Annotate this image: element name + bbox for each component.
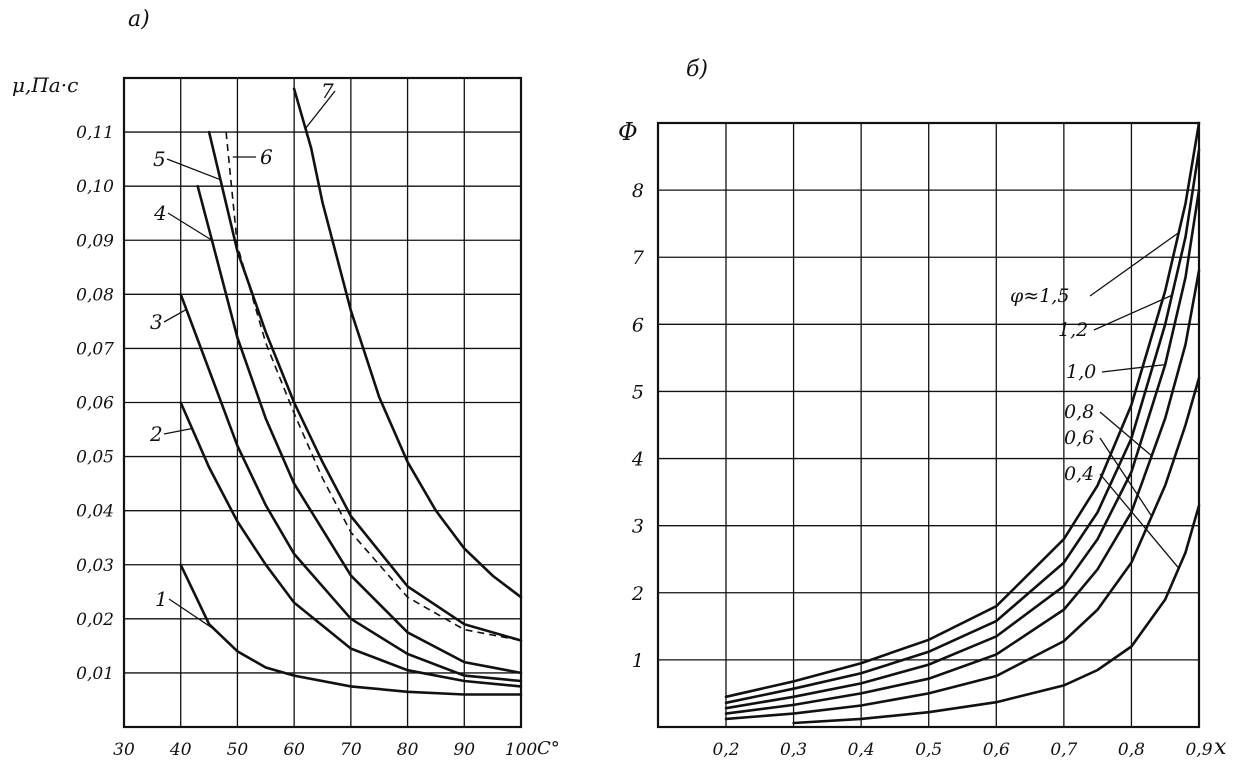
- curve-number-label: 4: [153, 201, 167, 225]
- curve-phi-0: [724, 121, 1201, 699]
- x-tick-label: 50: [227, 740, 249, 760]
- x-tick-label: 70: [340, 740, 362, 760]
- panel-label: а): [128, 7, 150, 32]
- y-tick-label: 0,11: [76, 123, 114, 143]
- curve-number-label: 6: [260, 145, 273, 169]
- curve-phi-3: [724, 269, 1201, 715]
- panel-a-viscosity-chart: 30 40 50 60 70 80 90 100 0,01 0,02 0,03 0,04 0,05 0,0…: [12, 7, 560, 760]
- phi-label: 1,2: [1058, 319, 1088, 341]
- y-tick-label: 7: [632, 247, 645, 269]
- y-tick-label: 8: [632, 180, 644, 202]
- x-tick-label: 0,8: [1118, 740, 1145, 760]
- leader-line: [167, 212, 213, 241]
- curve-phi-5: [792, 504, 1201, 725]
- leader-line: [304, 90, 336, 129]
- curve-7: [292, 87, 523, 599]
- x-tick-label: 0,9: [1185, 740, 1212, 760]
- leader-line: [166, 158, 221, 181]
- x-axis-label: C°: [537, 738, 560, 759]
- y-tick-label: 0,06: [76, 394, 114, 414]
- phi-label: 0,6: [1064, 427, 1094, 449]
- curve-3: [179, 293, 523, 683]
- y-tick-label: 0,10: [76, 177, 114, 197]
- x-tick-label: 60: [283, 740, 305, 760]
- curve-4: [196, 184, 523, 675]
- y-axis-label: Φ: [618, 118, 638, 146]
- curve-2: [179, 401, 523, 688]
- curve-number-label: 1: [155, 587, 168, 611]
- phi-label: 0,8: [1064, 401, 1094, 423]
- x-tick-label: 80: [397, 740, 419, 760]
- curve-number-label: 3: [150, 310, 163, 334]
- y-tick-label: 0,08: [76, 285, 114, 305]
- panel-label: б): [686, 57, 708, 82]
- phi-label: 0,4: [1064, 463, 1094, 485]
- y-tick-label: 0,09: [76, 231, 114, 251]
- plot-frame: [656, 121, 1201, 729]
- x-tick-label: 0,6: [983, 740, 1010, 760]
- leader-line: [163, 427, 193, 435]
- x-tick-label: 30: [113, 740, 135, 760]
- phi-label: φ≈1,5: [1010, 285, 1069, 307]
- leader-line: [1099, 473, 1180, 569]
- x-tick-label: 90: [453, 740, 475, 760]
- x-tick-label: 100: [505, 740, 538, 760]
- leader-line: [168, 598, 216, 631]
- leader-line: [1099, 437, 1153, 517]
- x-tick-label: 0,4: [848, 740, 875, 760]
- curve-phi-1: [724, 148, 1201, 705]
- y-tick-label: 2: [631, 583, 644, 605]
- y-tick-label: 1: [632, 650, 644, 672]
- leader-line: [1093, 294, 1173, 331]
- curve-1: [179, 563, 523, 696]
- plot-frame: [122, 76, 523, 729]
- curve-number-label: 2: [149, 422, 163, 446]
- curve-phi-2: [724, 188, 1201, 710]
- y-tick-label: 5: [632, 381, 644, 403]
- curve-number-label: 7: [321, 79, 334, 103]
- y-tick-label: 0,02: [76, 610, 114, 630]
- y-tick-label: 0,03: [76, 556, 114, 576]
- y-tick-label: 6: [632, 314, 644, 336]
- y-tick-label: 3: [632, 516, 644, 538]
- leader-line: [1089, 232, 1180, 297]
- x-tick-label: 0,3: [780, 740, 807, 760]
- x-tick-label: 0,7: [1050, 740, 1077, 760]
- y-tick-label: 0,04: [76, 502, 114, 522]
- x-tick-label: 0,2: [712, 740, 739, 760]
- x-axis-label: x: [1214, 735, 1227, 760]
- curve-number-label: 5: [153, 147, 166, 171]
- panel-b-phi-chart: 0,2 0,3 0,4 0,5 0,6 0,7 0,8 0,9 1 2 3 4 5 6 7 8 б) Φx φ≈1,…: [618, 57, 1227, 760]
- phi-label: 1,0: [1066, 361, 1096, 383]
- leader-line: [1099, 411, 1153, 457]
- leader-line: [163, 308, 187, 323]
- curve-phi-4: [724, 376, 1201, 721]
- leader-line: [1101, 363, 1166, 373]
- y-tick-label: 4: [631, 449, 644, 471]
- y-axis-label: μ,Πa·c: [12, 73, 78, 97]
- x-tick-label: 0,5: [915, 740, 942, 760]
- curve-6: [225, 132, 522, 642]
- y-tick-label: 0,07: [76, 339, 114, 359]
- x-tick-label: 40: [169, 740, 192, 760]
- y-tick-label: 0,01: [76, 664, 114, 684]
- y-tick-label: 0,05: [76, 448, 114, 468]
